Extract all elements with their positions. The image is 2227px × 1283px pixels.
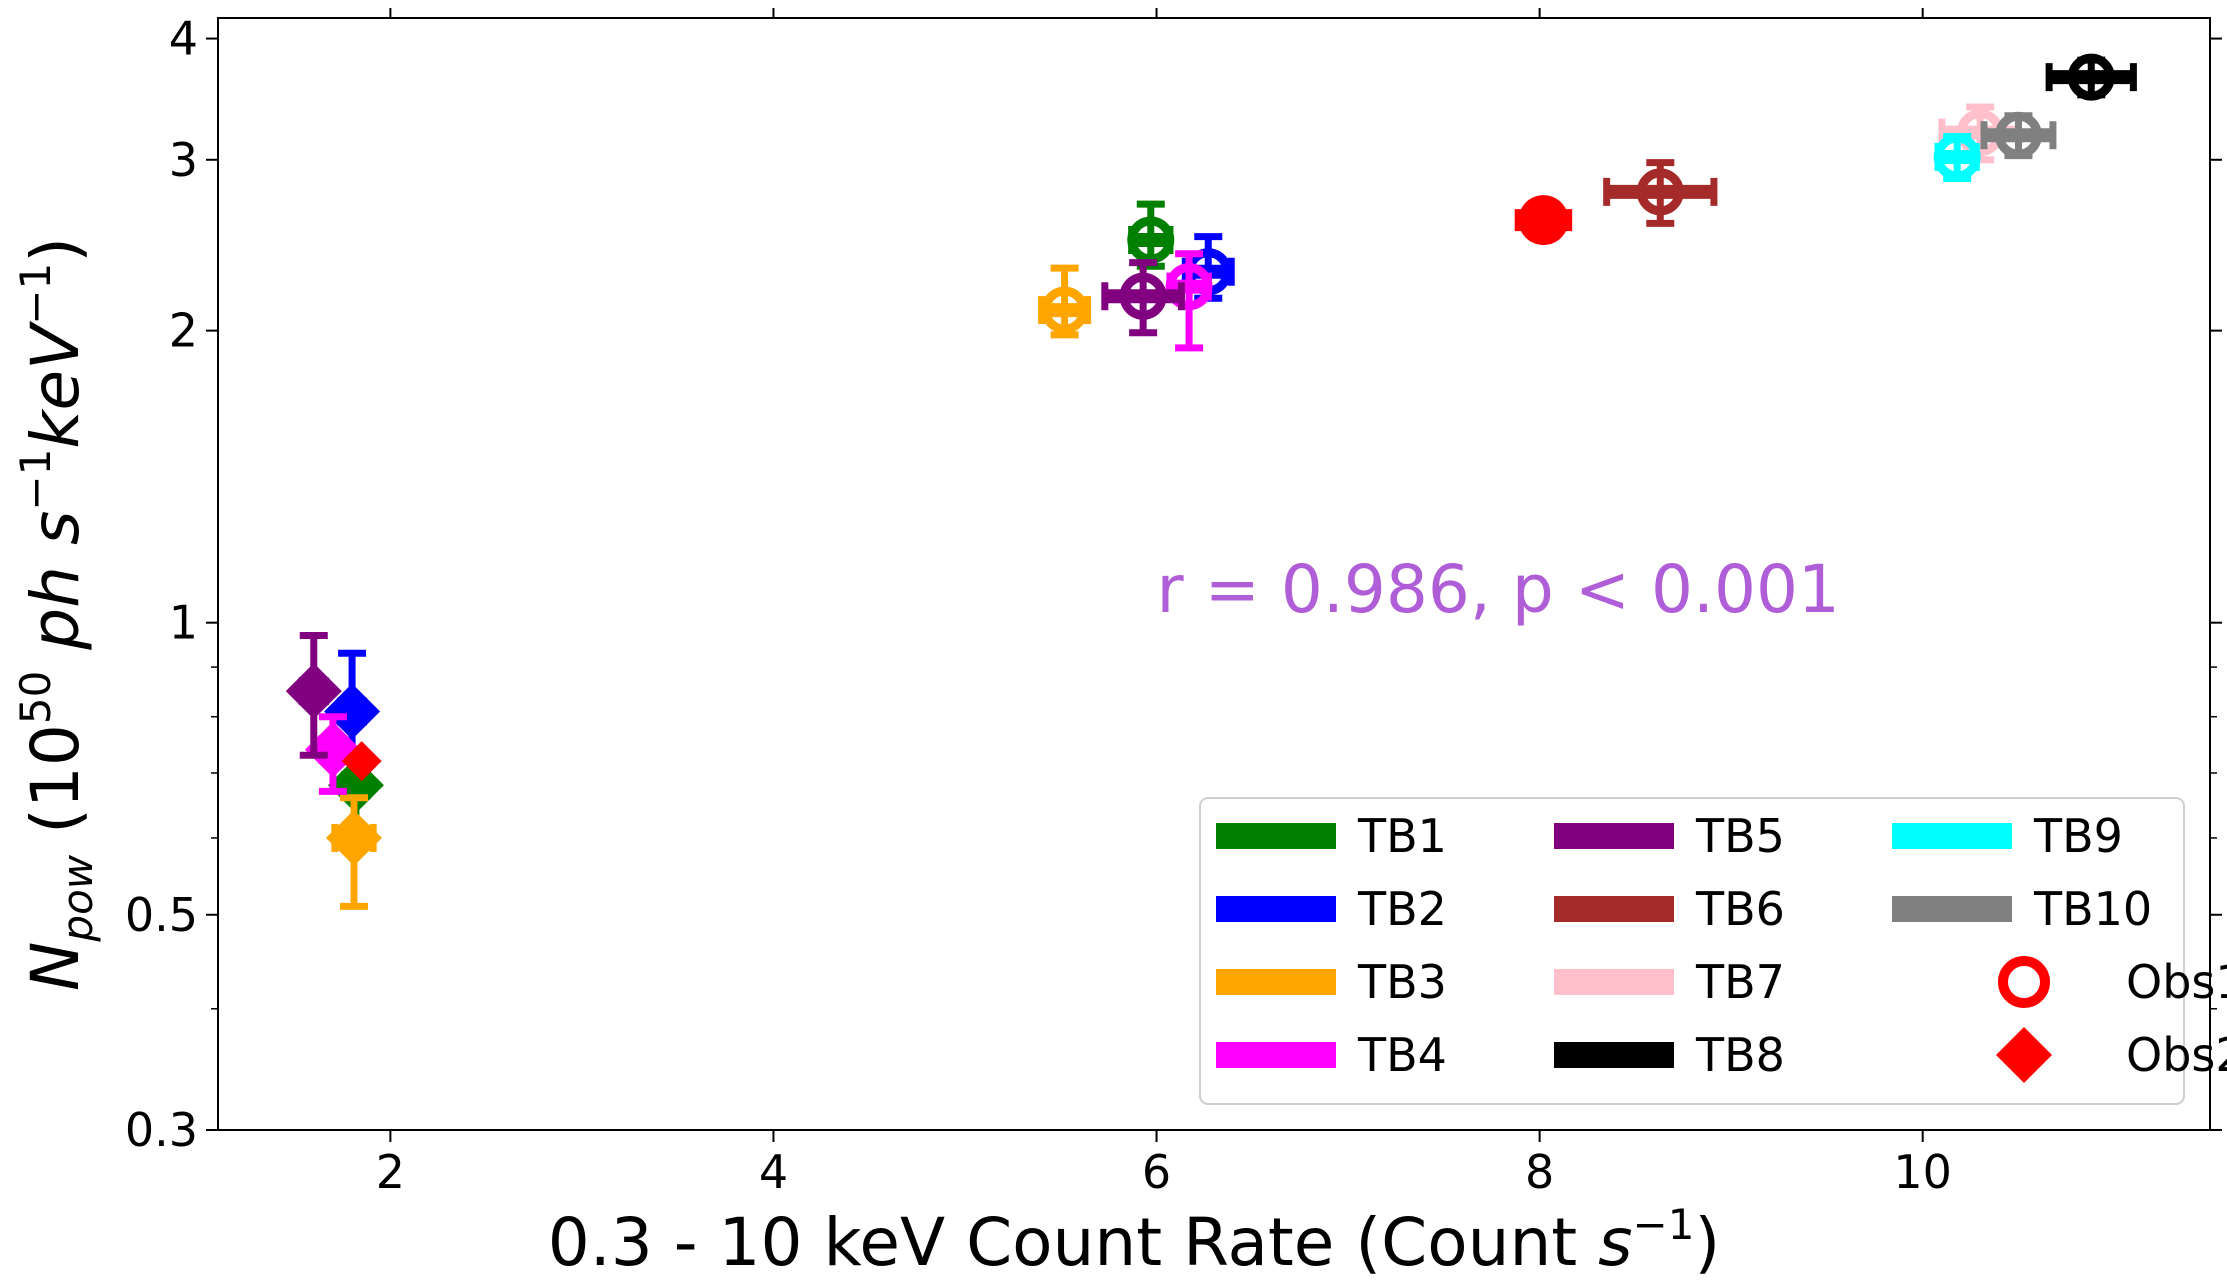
legend: TB1 TB2 TB3 TB4 TB5 TB6 TB7 TB8 TB9 TB10 Obs1 Obs2 xyxy=(1199,797,2227,1105)
correlation-annotation: r = 0.986, p < 0.001 xyxy=(1157,551,1840,628)
x-tick-label: 2 xyxy=(376,1145,405,1199)
legend-box xyxy=(1199,797,2185,1105)
y-axis-label: Npow (1050 ph s−1keV−1) xyxy=(11,237,102,991)
legend-swatch xyxy=(1996,1027,2052,1083)
plot-frame xyxy=(217,17,2211,1131)
legend-entry-tb3: TB3 xyxy=(1216,955,1447,1009)
point-tb4-obs1 xyxy=(1165,263,1213,311)
point-tb3-obs1 xyxy=(1041,286,1089,334)
legend-entry-tb4: TB4 xyxy=(1216,1028,1447,1082)
legend-label: Obs1 xyxy=(2126,955,2227,1009)
point-tb1-obs1 xyxy=(1127,216,1175,264)
point-tb8-obs1-errorbar xyxy=(2045,56,2137,99)
point-tb10-obs1 xyxy=(1994,111,2042,159)
x-axis-label: 0.3 - 10 keV Count Rate (Count s−1) xyxy=(548,1200,1720,1281)
legend-swatch xyxy=(1998,956,2050,1008)
legend-entry-obs1: Obs1 xyxy=(1998,955,2227,1009)
point-tb3-obs2 xyxy=(325,809,382,866)
legend-label: TB7 xyxy=(1695,955,1785,1009)
chart-marks xyxy=(285,53,2137,910)
x-tick-label: 6 xyxy=(1142,1145,1171,1199)
legend-entry-tb9: TB9 xyxy=(1892,809,2123,863)
point-extra-0 xyxy=(1518,195,1569,246)
y-tick-label: 3 xyxy=(169,133,198,187)
y-tick-label: 4 xyxy=(169,12,198,66)
legend-entry-tb8: TB8 xyxy=(1554,1028,1785,1082)
legend-entry-tb7: TB7 xyxy=(1554,955,1785,1009)
point-tb2-obs2 xyxy=(324,683,381,740)
x-tick-label: 8 xyxy=(1525,1145,1554,1199)
legend-label: TB1 xyxy=(1357,809,1447,863)
point-extra-1 xyxy=(341,741,382,782)
legend-label: TB2 xyxy=(1357,882,1447,936)
x-tick-label: 10 xyxy=(1893,1145,1952,1199)
point-tb6-obs1 xyxy=(1636,168,1684,216)
legend-label: TB5 xyxy=(1695,809,1785,863)
legend-entry-tb10: TB10 xyxy=(1892,882,2152,936)
legend-label: TB10 xyxy=(2033,882,2152,936)
legend-label: Obs2 xyxy=(2126,1028,2227,1082)
legend-label: TB3 xyxy=(1357,955,1447,1009)
point-tb9-obs1 xyxy=(1933,133,1981,181)
legend-label: TB9 xyxy=(2033,809,2123,863)
legend-entry-tb6: TB6 xyxy=(1554,882,1785,936)
legend-entry-tb5: TB5 xyxy=(1554,809,1785,863)
legend-entry-obs2: Obs2 xyxy=(1996,1027,2227,1083)
x-tick-label: 4 xyxy=(759,1145,788,1199)
y-tick-label: 0.5 xyxy=(125,888,198,942)
y-tick-label: 0.3 xyxy=(125,1103,198,1157)
chart-axes: 2 4 6 8 10 0.3 0.5 1 2 3 4 xyxy=(125,8,2222,1199)
point-tb8-obs1 xyxy=(2067,53,2115,101)
legend-entry-tb2: TB2 xyxy=(1216,882,1447,936)
legend-label: TB8 xyxy=(1695,1028,1785,1082)
y-tick-label: 2 xyxy=(169,304,198,358)
y-tick-label: 1 xyxy=(169,596,198,650)
legend-label: TB4 xyxy=(1357,1028,1447,1082)
legend-label: TB6 xyxy=(1695,882,1785,936)
point-tb5-obs2 xyxy=(285,663,342,720)
point-tb5-obs1 xyxy=(1119,272,1167,320)
legend-entry-tb1: TB1 xyxy=(1216,809,1447,863)
